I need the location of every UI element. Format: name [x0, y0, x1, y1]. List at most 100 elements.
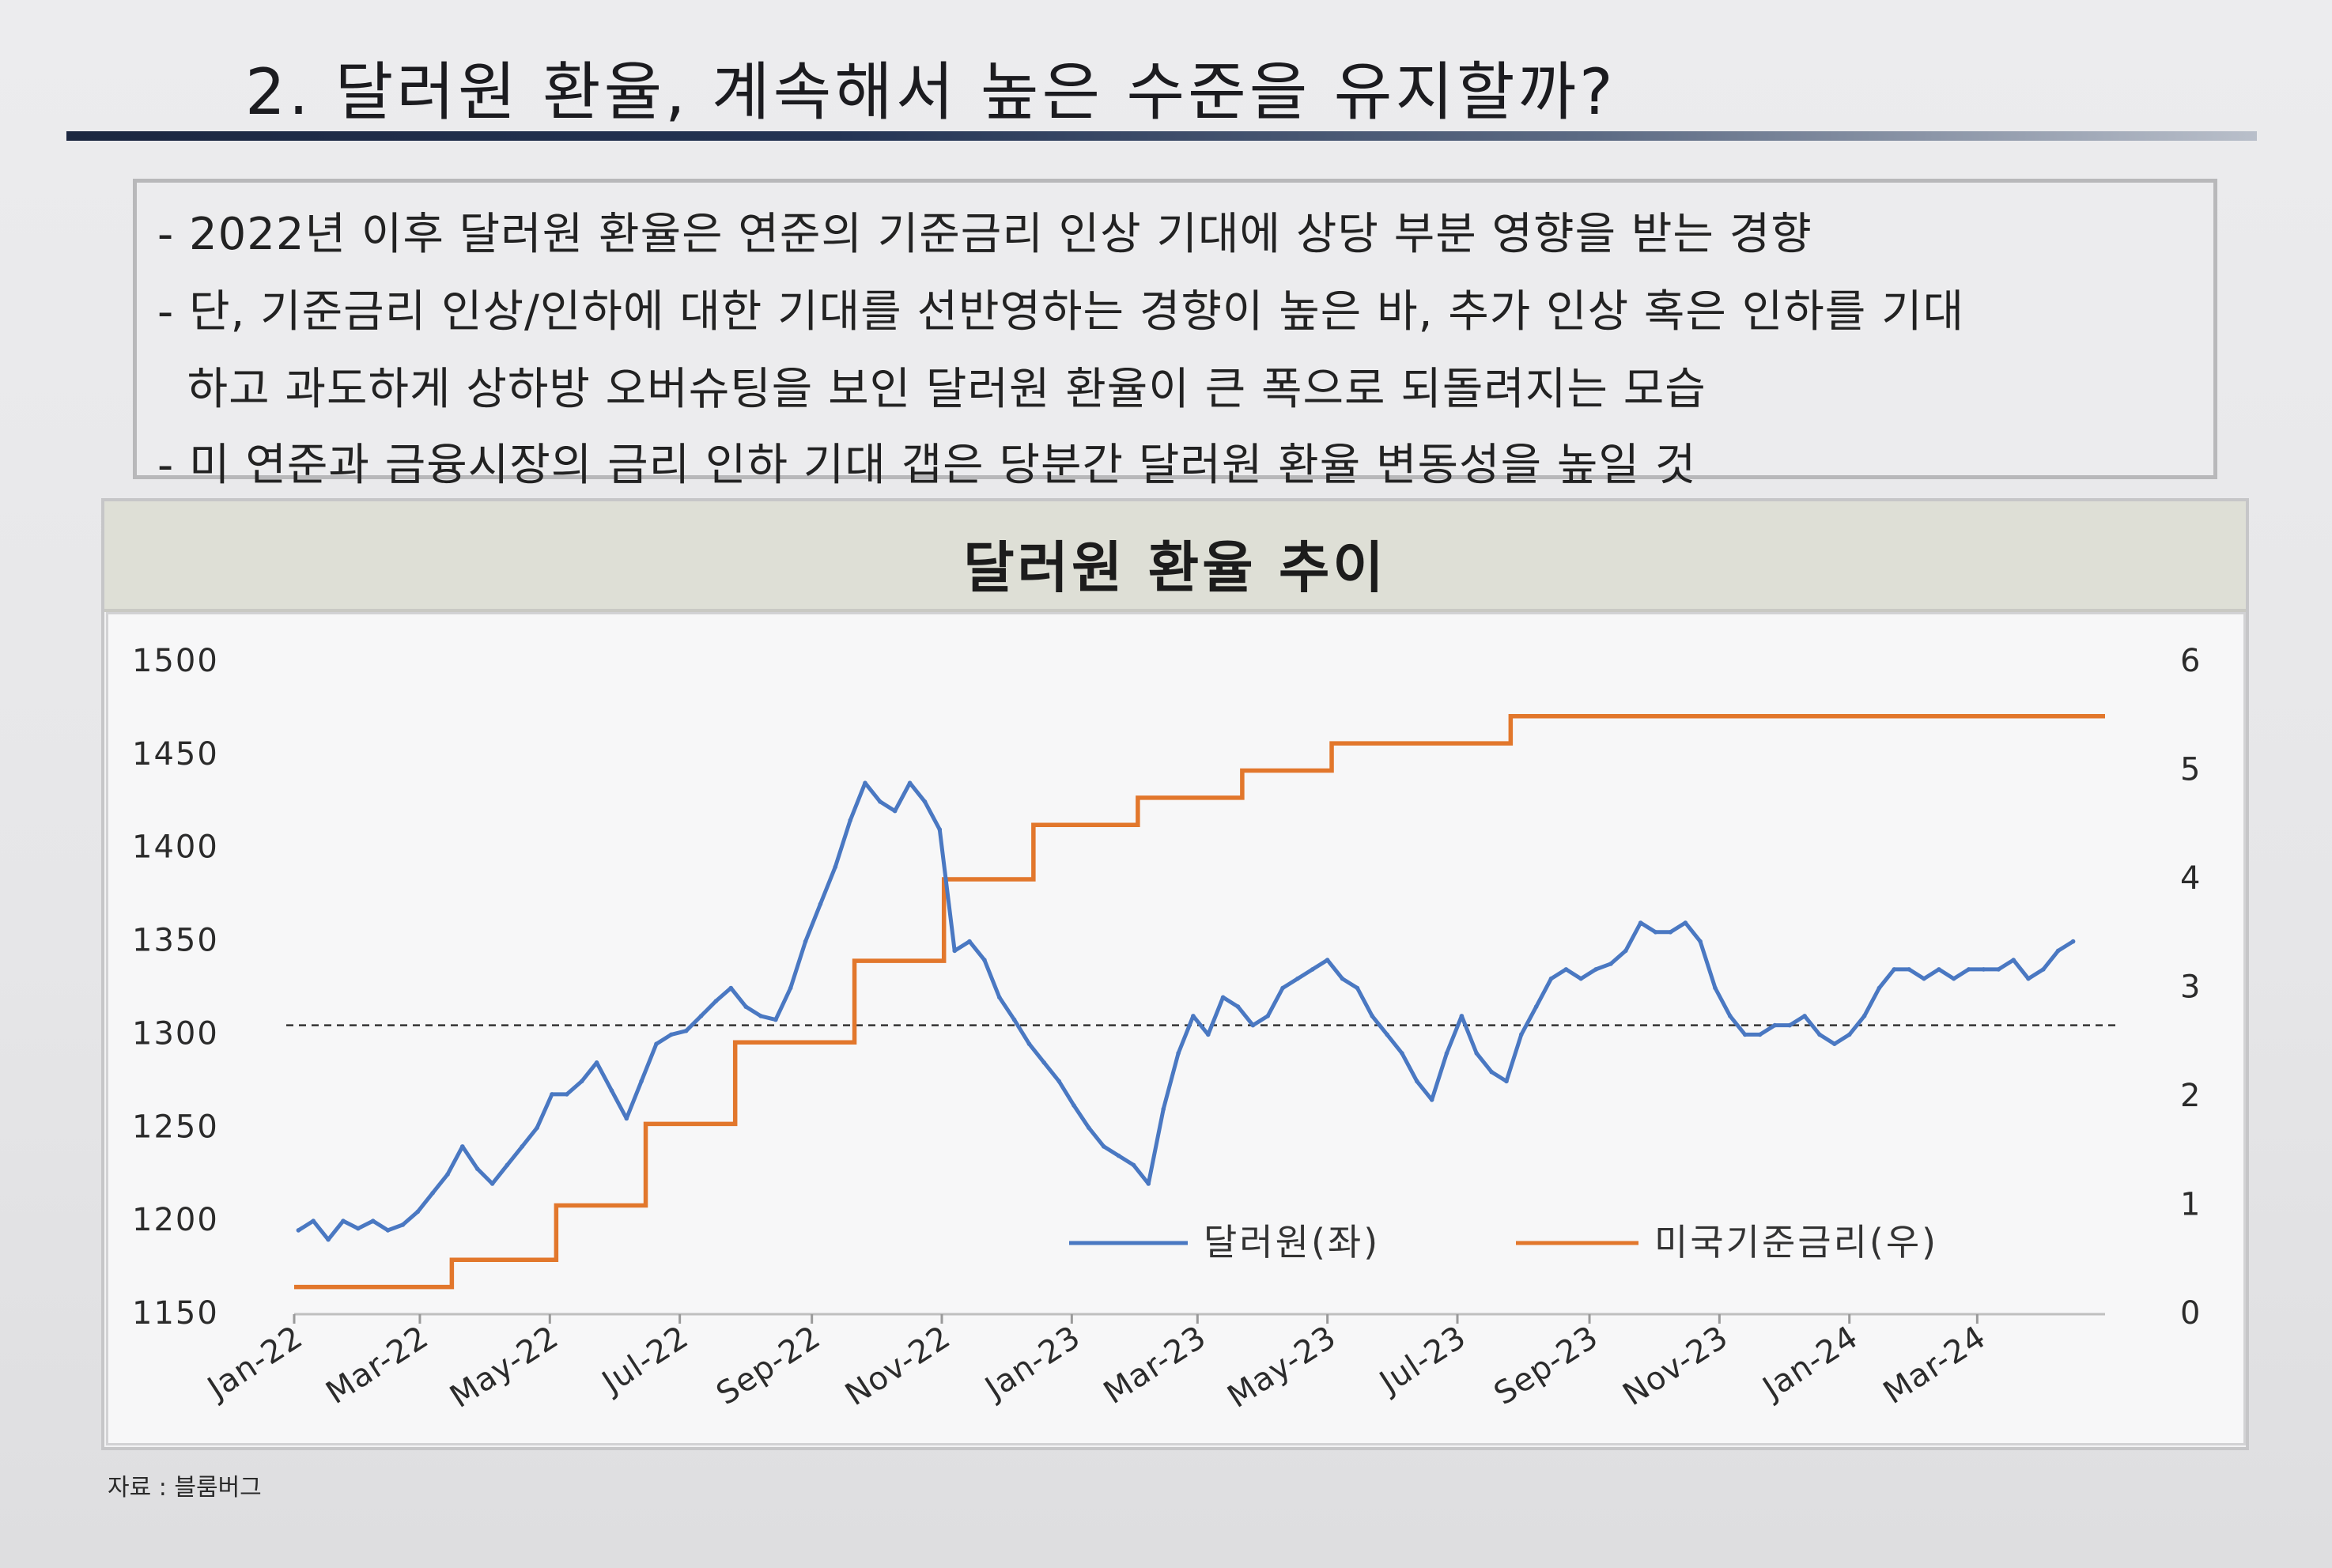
title-underline: [66, 131, 2257, 141]
usdkrw-data-point: [1072, 1103, 1076, 1108]
usdkrw-data-point: [520, 1144, 525, 1149]
y-right-tick-label: 2: [2180, 1078, 2200, 1114]
left-axis: 1150 1200 1250 1300 1350 1400 1450 1500: [132, 643, 219, 1332]
usdkrw-data-point: [1772, 1022, 1778, 1028]
x-tick-label: Nov-23: [1616, 1319, 1734, 1413]
usdkrw-data-point: [2070, 939, 2076, 944]
right-axis: 0 1 2 3 4 5 6: [2180, 643, 2200, 1332]
y-right-tick-label: 5: [2180, 752, 2200, 788]
usdkrw-data-point: [489, 1181, 495, 1186]
usdkrw-data-point: [1548, 976, 1554, 981]
usdkrw-data-point: [1817, 1032, 1822, 1037]
bullet-1: - 2022년 이후 달러원 환율은 연준의 기준금리 인상 기대에 상당 부분…: [157, 209, 1812, 260]
usdkrw-data-point: [683, 1028, 689, 1033]
usdkrw-data-point: [1385, 1032, 1389, 1037]
usdkrw-data-point: [579, 1079, 584, 1084]
usdkrw-data-point: [1832, 1041, 1837, 1046]
usdkrw-data-point: [1892, 967, 1897, 972]
usdkrw-data-point: [907, 780, 913, 785]
legend-label-usdkrw: 달러원(좌): [1204, 1221, 1380, 1264]
usdkrw-data-point: [1429, 1098, 1434, 1102]
usdkrw-data-point: [803, 939, 808, 944]
usdkrw-data-point: [818, 901, 823, 907]
usdkrw-data-point: [1295, 976, 1300, 981]
usdkrw-data-point: [1504, 1079, 1509, 1084]
usdkrw-data-point: [1489, 1069, 1494, 1075]
usdkrw-data-point: [1757, 1032, 1763, 1037]
usdkrw-data-point: [1026, 1041, 1032, 1046]
y-right-tick-label: 0: [2180, 1295, 2200, 1332]
usdkrw-data-point: [1087, 1125, 1091, 1131]
usdkrw-data-point: [952, 948, 957, 954]
usdkrw-data-point: [1116, 1153, 1121, 1158]
usdkrw-data-point: [460, 1144, 465, 1149]
usdkrw-data-point: [326, 1237, 331, 1242]
usdkrw-data-point: [2026, 976, 2031, 981]
usdkrw-data-point: [639, 1079, 644, 1084]
usdkrw-data-point: [1011, 1017, 1017, 1022]
usdkrw-data-point: [1907, 967, 1911, 972]
y-left-tick-label: 1500: [132, 643, 219, 679]
usdkrw-data-point: [415, 1209, 421, 1215]
usdkrw-data-point: [878, 799, 883, 804]
usdkrw-data-point: [1176, 1051, 1181, 1056]
usdkrw-data-point: [1325, 958, 1330, 962]
usdkrw-data-point: [743, 1004, 748, 1009]
usdkrw-data-point: [1996, 967, 2001, 972]
usdkrw-data-point: [550, 1092, 554, 1097]
usdkrw-data-point: [773, 1017, 778, 1022]
x-tick-label: Mar-24: [1877, 1319, 1993, 1411]
usdkrw-data-point: [385, 1228, 391, 1233]
y-left-tick-label: 1250: [132, 1109, 219, 1145]
usdkrw-data-point: [2011, 958, 2016, 962]
usdkrw-data-point: [1474, 1051, 1479, 1056]
x-tick-label: Sep-23: [1487, 1319, 1604, 1412]
usdkrw-data-point: [833, 864, 838, 870]
x-tick-label: May-22: [444, 1319, 565, 1415]
series-layer: [294, 714, 2105, 1290]
bullet-3: - 미 연준과 금융시장의 금리 인하 기대 갭은 당분간 달러원 환율 변동성…: [157, 440, 1697, 491]
usdkrw-data-point: [1802, 1014, 1807, 1018]
usdkrw-data-point: [609, 1088, 614, 1093]
y-left-tick-label: 1150: [132, 1295, 219, 1332]
bullet-2: - 단, 기준금리 인상/인하에 대한 기대를 선반영하는 경향이 높은 바, …: [157, 286, 1965, 338]
usdkrw-data-point: [1713, 985, 1718, 991]
usdkrw-data-point: [997, 995, 1002, 1000]
usdkrw-data-point: [1235, 1004, 1241, 1009]
x-tick-label: Mar-23: [1098, 1319, 1213, 1411]
usdkrw-data-point: [967, 939, 972, 944]
usdkrw-data-point: [370, 1219, 376, 1223]
usdkrw-data-point: [1668, 930, 1673, 935]
usdkrw-data-point: [788, 985, 793, 991]
usdkrw-data-point: [1041, 1060, 1047, 1065]
usdkrw-data-point: [1280, 985, 1285, 991]
usdkrw-data-point: [1593, 967, 1598, 972]
y-right-tick-label: 6: [2180, 643, 2200, 679]
usdkrw-data-point: [713, 999, 719, 1003]
legend-label-fed-rate: 미국기준금리(우): [1654, 1221, 1938, 1264]
usdkrw-data-point: [535, 1125, 539, 1131]
usdkrw-data-point: [1370, 1014, 1374, 1018]
usdkrw-data-point: [1056, 1079, 1061, 1084]
usdkrw-series-line: [297, 780, 2074, 1242]
usdkrw-data-point: [1102, 1144, 1106, 1149]
usdkrw-data-point: [1131, 1162, 1136, 1168]
usdkrw-data-point: [863, 780, 867, 785]
usdkrw-data-point: [1563, 967, 1569, 972]
usdkrw-data-point: [1400, 1051, 1404, 1056]
usdkrw-data-point: [1340, 976, 1345, 981]
usdkrw-data-point: [1608, 962, 1613, 966]
y-right-tick-label: 3: [2180, 969, 2200, 1006]
usdkrw-data-point: [1787, 1022, 1793, 1028]
y-left-tick-label: 1450: [132, 736, 219, 773]
y-left-tick-label: 1200: [132, 1202, 219, 1238]
usdkrw-data-point: [1742, 1032, 1748, 1037]
usdkrw-data-point: [445, 1172, 450, 1177]
usdkrw-data-point: [2055, 948, 2061, 954]
usdkrw-data-point: [1355, 985, 1360, 991]
usdkrw-data-point: [1623, 948, 1628, 954]
usdkrw-data-point: [1191, 1014, 1196, 1018]
plot-frame: 1150 1200 1250 1300 1350 1400 1450 1500 0 1 2 3 4 5 6…: [106, 612, 2246, 1445]
usdkrw-data-point: [400, 1222, 406, 1227]
